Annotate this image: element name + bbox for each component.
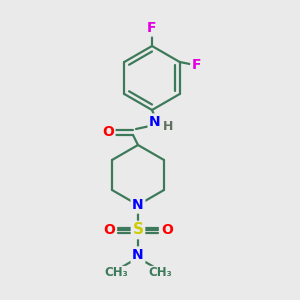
Text: O: O [161,223,173,237]
Text: S: S [133,223,143,238]
Text: CH₃: CH₃ [148,266,172,280]
Text: F: F [192,58,202,72]
Text: CH₃: CH₃ [104,266,128,280]
Text: O: O [102,125,114,139]
Text: N: N [132,198,144,212]
Text: O: O [103,223,115,237]
Text: N: N [149,115,161,129]
Text: H: H [163,119,173,133]
Text: N: N [132,248,144,262]
Text: F: F [147,21,157,35]
